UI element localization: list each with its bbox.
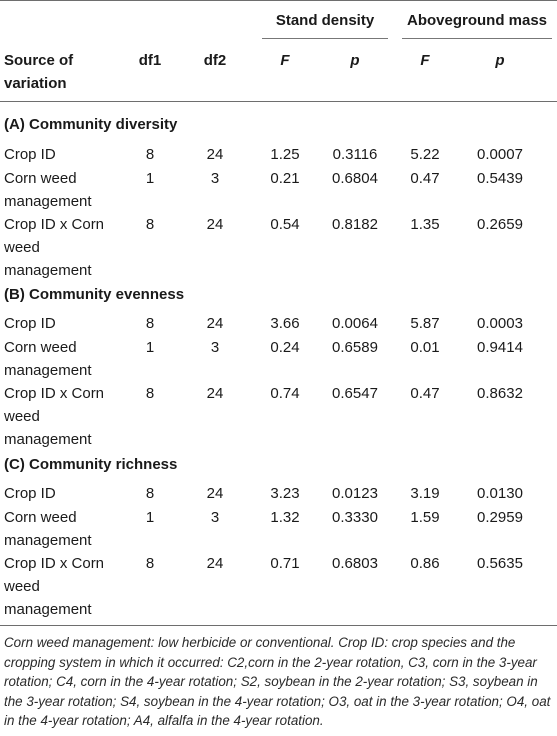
cell-mass-p: 0.5635	[477, 555, 523, 572]
cell-mass-F: 5.87	[410, 315, 440, 332]
cell-df2: 24	[206, 315, 224, 332]
column-header-df2: df2	[203, 52, 227, 69]
cell-stand-F: 0.21	[270, 170, 300, 187]
cell-mass-F: 0.47	[410, 170, 440, 187]
table-footnote: Corn weed management: low herbicide or c…	[4, 635, 551, 729]
cell-df1: 8	[145, 555, 155, 572]
column-group-stand-density-rule	[262, 38, 388, 39]
column-header-df1: df1	[138, 52, 162, 69]
cell-stand-F: 3.66	[270, 315, 300, 332]
cell-df1: 1	[145, 170, 155, 187]
cell-stand-F: 0.71	[270, 555, 300, 572]
column-group-stand-density: Stand density	[275, 12, 375, 29]
cell-df2: 24	[206, 385, 224, 402]
header-bottom-rule	[0, 101, 557, 102]
cell-stand-p: 0.3116	[332, 146, 378, 163]
cell-stand-F: 3.23	[270, 485, 300, 502]
cell-df2: 24	[206, 146, 224, 163]
row-label: Corn weed management	[4, 170, 92, 210]
cell-df1: 8	[145, 216, 155, 233]
row-label: Corn weed management	[4, 339, 92, 379]
cell-df1: 8	[145, 485, 155, 502]
cell-df2: 24	[206, 485, 224, 502]
column-header-mass-p: p	[495, 52, 505, 69]
row-label: Crop ID x Corn weed management	[4, 555, 105, 618]
cell-stand-p: 0.8182	[332, 216, 378, 233]
row-label: Crop ID	[4, 146, 56, 163]
column-header-source: Source of variation	[4, 52, 74, 92]
cell-stand-F: 1.25	[270, 146, 300, 163]
cell-mass-p: 0.0003	[477, 315, 523, 332]
cell-stand-p: 0.6803	[332, 555, 378, 572]
cell-mass-F: 1.35	[410, 216, 440, 233]
column-group-aboveground-mass: Aboveground mass	[406, 12, 548, 29]
cell-df1: 1	[145, 509, 155, 526]
cell-mass-p: 0.2659	[477, 216, 523, 233]
cell-df2: 3	[210, 509, 220, 526]
cell-mass-F: 1.59	[410, 509, 440, 526]
column-group-aboveground-mass-rule	[402, 38, 552, 39]
section-title: (B) Community evenness	[4, 286, 185, 303]
row-label: Crop ID x Corn weed management	[4, 385, 105, 448]
section-title: (C) Community richness	[4, 456, 178, 473]
cell-mass-F: 3.19	[410, 485, 440, 502]
cell-mass-F: 0.86	[410, 555, 440, 572]
cell-df1: 1	[145, 339, 155, 356]
table-top-rule	[0, 0, 557, 1]
cell-stand-p: 0.6804	[332, 170, 378, 187]
cell-df2: 3	[210, 170, 220, 187]
table-bottom-rule	[0, 625, 557, 626]
cell-mass-p: 0.0007	[477, 146, 523, 163]
cell-mass-F: 0.01	[410, 339, 440, 356]
row-label: Crop ID	[4, 315, 56, 332]
section-title: (A) Community diversity	[4, 116, 178, 133]
cell-mass-F: 0.47	[410, 385, 440, 402]
cell-stand-p: 0.6589	[332, 339, 378, 356]
cell-mass-p: 0.2959	[477, 509, 523, 526]
cell-stand-p: 0.3330	[332, 509, 378, 526]
row-label: Crop ID	[4, 485, 56, 502]
cell-mass-p: 0.0130	[477, 485, 523, 502]
column-header-mass-F: F	[420, 52, 430, 69]
cell-df1: 8	[145, 385, 155, 402]
cell-stand-F: 0.74	[270, 385, 300, 402]
row-label: Corn weed management	[4, 509, 92, 549]
cell-stand-F: 1.32	[270, 509, 300, 526]
cell-stand-p: 0.6547	[332, 385, 378, 402]
row-label: Crop ID x Corn weed management	[4, 216, 105, 279]
cell-stand-F: 0.54	[270, 216, 300, 233]
column-header-stand-p: p	[350, 52, 360, 69]
cell-df1: 8	[145, 315, 155, 332]
cell-df2: 24	[206, 216, 224, 233]
cell-stand-F: 0.24	[270, 339, 300, 356]
cell-df2: 3	[210, 339, 220, 356]
column-header-stand-F: F	[280, 52, 290, 69]
cell-df1: 8	[145, 146, 155, 163]
cell-stand-p: 0.0064	[332, 315, 378, 332]
cell-mass-p: 0.9414	[477, 339, 523, 356]
cell-mass-p: 0.5439	[477, 170, 523, 187]
cell-stand-p: 0.0123	[332, 485, 378, 502]
cell-mass-p: 0.8632	[477, 385, 523, 402]
cell-mass-F: 5.22	[410, 146, 440, 163]
cell-df2: 24	[206, 555, 224, 572]
